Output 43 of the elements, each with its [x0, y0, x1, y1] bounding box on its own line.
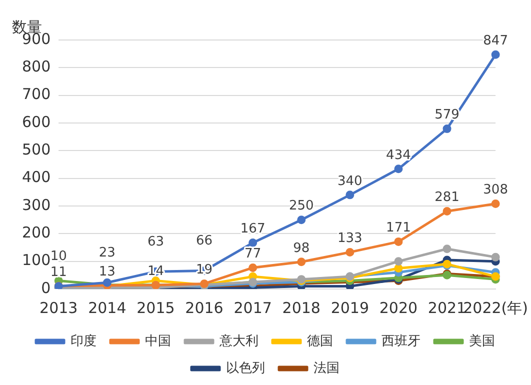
- y-tick-label: 0: [41, 278, 51, 297]
- y-tick-label: 600: [22, 112, 51, 131]
- legend-label: 意大利: [218, 334, 258, 349]
- legend-label: 德国: [307, 334, 333, 349]
- legend-label: 中国: [145, 334, 171, 349]
- legend-label: 法国: [314, 360, 340, 376]
- data-label: 171: [386, 220, 411, 236]
- y-tick-label: 200: [22, 224, 51, 242]
- y-tick-label: 500: [22, 140, 51, 159]
- y-tick-label: 700: [22, 85, 51, 104]
- legend-label: 西班牙: [382, 334, 420, 349]
- data-label: 23: [98, 246, 116, 261]
- x-tick-label: 2013: [40, 298, 78, 317]
- data-label: 11: [50, 264, 67, 280]
- y-tick-label: 800: [22, 58, 51, 76]
- x-tick-label: 2014: [88, 298, 126, 317]
- y-tick-label: 100: [22, 251, 51, 270]
- x-tick-label: 2018: [282, 298, 320, 317]
- y-tick-label: 300: [22, 196, 51, 214]
- x-tick-label: 2022(年): [463, 298, 528, 317]
- x-tick-label: 2017: [234, 298, 272, 317]
- data-label: 13: [98, 264, 116, 280]
- data-label: 10: [50, 249, 67, 264]
- x-tick-label: 2019: [330, 298, 370, 317]
- data-label: 847: [483, 34, 508, 49]
- y-tick-label: 400: [22, 168, 51, 186]
- legend-label: 印度: [70, 332, 96, 349]
- data-label: 340: [338, 174, 362, 189]
- data-label: 133: [338, 231, 362, 246]
- data-label: 281: [434, 190, 460, 206]
- data-label: 63: [147, 234, 164, 250]
- x-tick-label: 2020: [379, 298, 418, 317]
- data-label: 98: [293, 240, 310, 256]
- data-label: 434: [386, 148, 411, 163]
- data-label: 167: [240, 222, 266, 237]
- data-label: 77: [244, 246, 262, 262]
- x-tick-label: 2015: [136, 298, 175, 317]
- data-label: 308: [483, 182, 508, 198]
- data-label: 66: [196, 234, 213, 249]
- data-label: 250: [288, 198, 314, 214]
- legend-label: 以色列: [226, 360, 265, 376]
- x-tick-label: 2016: [185, 298, 224, 317]
- legend-label: 美国: [469, 332, 495, 349]
